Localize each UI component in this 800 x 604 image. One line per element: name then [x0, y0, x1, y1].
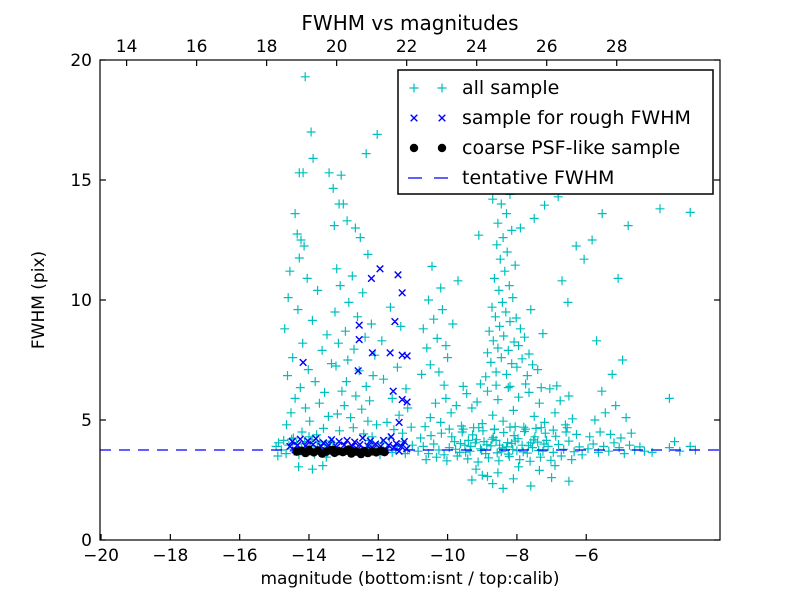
x-tick-label-top: 22: [396, 37, 418, 57]
x-tick-label-bottom: −16: [222, 546, 258, 566]
y-tick-label: 20: [70, 51, 92, 71]
psf-sample-point: [380, 448, 389, 457]
y-tick-label: 15: [70, 171, 92, 191]
plot-frame: [99, 59, 721, 541]
legend-label-all-sample: all sample: [462, 77, 559, 99]
x-tick-label-top: 18: [256, 37, 278, 57]
x-axis-top-ticks: 14 16 18 20 22 24 26 28: [116, 37, 628, 66]
legend: all sample sample for rough FWHM coarse …: [397, 69, 714, 195]
x-tick-label-bottom: −12: [360, 546, 396, 566]
legend-label-psf-sample: coarse PSF-like sample: [462, 137, 680, 159]
legend-label-tentative-fwhm: tentative FWHM: [462, 167, 614, 189]
all-sample-points: [271, 72, 700, 493]
chart-title: FWHM vs magnitudes: [301, 11, 518, 35]
y-axis-label: FWHM (pix): [29, 251, 49, 349]
legend-label-rough-fwhm: sample for rough FWHM: [462, 107, 691, 129]
psf-sample-point: [344, 445, 353, 454]
x-tick-label-top: 24: [466, 37, 488, 57]
y-tick-label: 0: [81, 531, 92, 551]
x-tick-label-top: 14: [116, 37, 138, 57]
x-tick-label-top: 28: [606, 37, 628, 57]
psf-sample-point: [356, 449, 366, 459]
y-tick-label: 10: [70, 291, 92, 311]
legend-dot-icon: [437, 143, 447, 153]
plot-content: [100, 72, 720, 493]
psf-sample-point: [329, 445, 338, 454]
x-tick-label-bottom: −20: [83, 546, 119, 566]
legend-dot-icon: [409, 143, 419, 153]
legend-box: [397, 69, 714, 195]
y-axis-left-ticks: 0 5 10 15 20: [70, 51, 106, 551]
legend-markers: [408, 83, 448, 179]
x-tick-label-top: 20: [326, 37, 348, 57]
y-tick-label: 5: [81, 411, 92, 431]
x-axis-bottom-ticks: −20 −18 −16 −14 −12 −10 −8 −6: [83, 534, 599, 566]
legend-plus-icon: [409, 83, 447, 93]
x-tick-label-top: 26: [536, 37, 558, 57]
x-tick-label-top: 16: [186, 37, 208, 57]
x-tick-label-bottom: −14: [291, 546, 327, 566]
x-tick-label-bottom: −6: [574, 546, 599, 566]
psf-like-sample-points: [292, 445, 389, 459]
psf-sample-point: [304, 445, 314, 455]
x-tick-label-bottom: −18: [152, 546, 188, 566]
x-tick-label-bottom: −10: [430, 546, 466, 566]
legend-x-icon: [410, 114, 446, 122]
x-axis-label: magnitude (bottom:isnt / top:calib): [261, 569, 560, 589]
x-tick-label-bottom: −8: [504, 546, 529, 566]
